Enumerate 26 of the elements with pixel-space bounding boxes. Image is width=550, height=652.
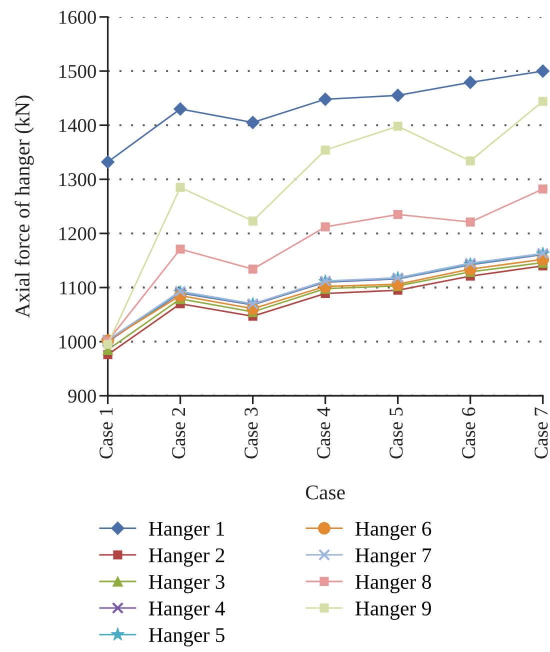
x-tick-label: Case 7	[534, 407, 548, 458]
x-tick-label: Case 6	[462, 407, 476, 458]
y-tick-label: 1000	[60, 335, 96, 349]
y-tick-label: 1300	[60, 173, 96, 186]
legend-label: Hanger 4	[148, 602, 225, 620]
legend-label: Hanger 5	[148, 628, 224, 646]
y-axis-title: Axial force of hanger (kN)	[14, 96, 34, 318]
legend-label: Hanger 6	[355, 522, 432, 540]
legend-label: Hanger 1	[148, 522, 224, 540]
x-tick-label: Case 2	[172, 408, 186, 458]
y-tick-label: 1200	[60, 227, 96, 240]
y-tick-label: 1100	[60, 281, 96, 294]
x-tick-label: Case 1	[100, 408, 113, 458]
y-tick-label: 1500	[60, 64, 96, 78]
y-tick-label: 900	[68, 390, 96, 403]
x-tick-label: Case 3	[244, 408, 258, 458]
legend-label: Hanger 7	[355, 548, 432, 567]
legend-label: Hanger 9	[355, 602, 431, 620]
x-tick-label: Case 4	[317, 407, 330, 458]
y-tick-label: 1400	[60, 119, 96, 132]
x-axis-title: Case	[306, 485, 345, 500]
legend-label: Hanger 2	[148, 548, 224, 567]
x-tick-label: Case 5	[390, 408, 403, 458]
legend-label: Hanger 8	[355, 574, 431, 594]
y-tick-label: 1600	[60, 10, 96, 24]
legend-label: Hanger 3	[148, 574, 224, 594]
